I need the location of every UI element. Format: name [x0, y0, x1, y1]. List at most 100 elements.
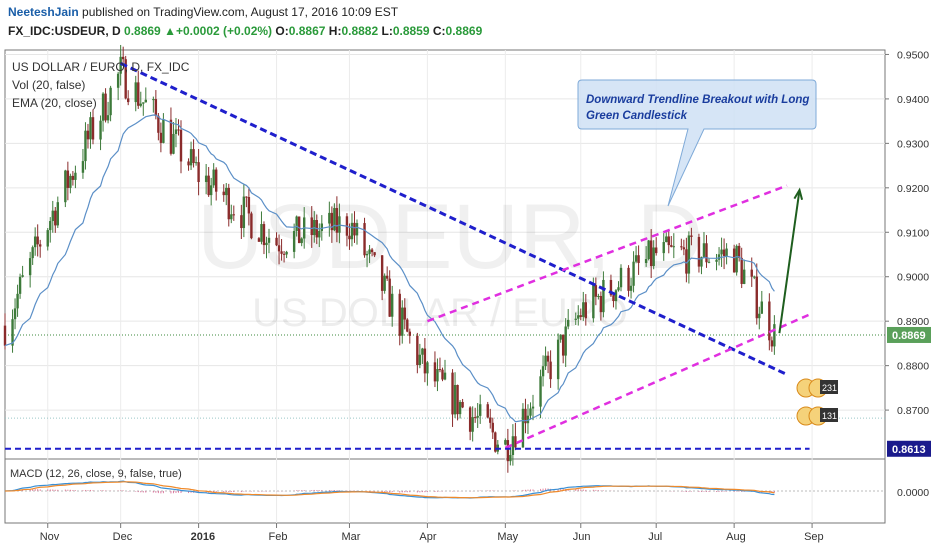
- candle-body: [546, 355, 550, 362]
- candle-body: [644, 259, 648, 264]
- candle-body: [320, 223, 323, 231]
- candle-body: [280, 251, 283, 254]
- event-count-badge: [820, 380, 838, 394]
- time-tick-label: 2016: [191, 531, 215, 543]
- candle-body: [370, 249, 374, 253]
- time-tick-label: Feb: [269, 531, 288, 543]
- candle-body: [177, 129, 180, 131]
- candle-body: [468, 407, 472, 432]
- price-tick-label: 0.9000: [897, 272, 929, 284]
- candle-body: [758, 313, 761, 319]
- candle-body: [368, 249, 371, 254]
- candle-body: [559, 334, 562, 340]
- annotation-callout[interactable]: Downward Trendline Breakout with Long Gr…: [577, 79, 817, 207]
- candle-body: [740, 257, 743, 284]
- candle-body: [514, 436, 517, 448]
- candle-body: [602, 279, 605, 313]
- candle-body: [609, 279, 613, 296]
- candle-body: [225, 187, 228, 196]
- candle-body: [629, 285, 633, 291]
- candle-body: [380, 255, 384, 291]
- macd-pane: [4, 480, 885, 499]
- candle-body: [486, 404, 489, 418]
- candle-body: [46, 230, 49, 247]
- price-tick-label: 0.9300: [897, 138, 929, 150]
- candle-body: [104, 93, 107, 121]
- candle-body: [416, 335, 419, 365]
- candle-body: [162, 119, 165, 143]
- candle-body: [56, 202, 59, 226]
- candle-body: [265, 242, 268, 246]
- candle-body: [473, 417, 477, 419]
- candle-body: [119, 56, 122, 74]
- candle-body: [209, 185, 213, 196]
- candle-body: [179, 129, 183, 162]
- candle-body: [204, 175, 208, 183]
- candle-body: [433, 362, 437, 382]
- candles: [3, 44, 776, 473]
- candle-body: [652, 247, 655, 267]
- time-axis[interactable]: Nov Dec 2016 Feb Mar Apr May Jun Jul Aug Sep: [40, 523, 824, 543]
- candle-body: [139, 103, 142, 106]
- candle-body: [491, 422, 494, 433]
- publish-info: published on TradingView.com, August 17,…: [82, 5, 399, 19]
- candle-body: [737, 245, 741, 258]
- time-tick-label: Mar: [341, 531, 360, 543]
- time-tick-label: Jun: [573, 531, 591, 543]
- candle-body: [310, 217, 313, 236]
- candle-body: [403, 307, 406, 320]
- candle-body: [11, 319, 14, 346]
- candle-body: [222, 191, 225, 196]
- time-tick-label: May: [497, 531, 518, 543]
- candle-body: [549, 361, 552, 380]
- event-flags[interactable]: 231 131: [796, 378, 838, 426]
- candle-body: [690, 235, 693, 237]
- author-link[interactable]: NeeteshJain: [8, 5, 79, 19]
- candle-body: [36, 236, 39, 245]
- candle-body: [509, 454, 512, 462]
- candle-body: [285, 251, 288, 255]
- candle-body: [702, 243, 706, 258]
- price-axis[interactable]: 0.9500 0.9400 0.9300 0.9200 0.9100 0.9000 0.89…: [885, 49, 931, 457]
- candle-body: [189, 149, 193, 166]
- event-count-badge: [820, 408, 838, 422]
- candle-body: [383, 275, 386, 291]
- candle-body: [647, 240, 650, 260]
- candle-body: [715, 259, 718, 262]
- candle-body: [363, 223, 366, 256]
- candle-body: [408, 331, 411, 336]
- candle-body: [612, 295, 615, 302]
- candle-body: [39, 244, 42, 247]
- candle-body: [443, 372, 447, 380]
- candle-body: [705, 243, 708, 263]
- candle-body: [561, 334, 565, 356]
- candle-body: [172, 133, 175, 154]
- trendline-downtrend: [120, 61, 788, 376]
- candle-body: [406, 319, 409, 332]
- candle-body: [662, 242, 665, 254]
- candle-body: [295, 216, 298, 232]
- candle-body: [49, 221, 52, 231]
- price-tick-label: 0.9100: [897, 227, 929, 239]
- candle-body: [451, 372, 454, 415]
- price-tick-label: 0.8800: [897, 361, 929, 373]
- candle-body: [232, 214, 235, 216]
- target-arrow: [778, 189, 801, 334]
- candle-body: [91, 117, 95, 140]
- candle-body: [755, 276, 758, 319]
- symbol-name: FX_IDC:USDEUR, D: [8, 24, 121, 38]
- time-tick-label: Sep: [804, 531, 824, 543]
- candle-body: [594, 285, 598, 297]
- candle-body: [617, 287, 620, 291]
- candle-body: [215, 169, 218, 192]
- candle-body: [187, 161, 190, 166]
- candle-body: [423, 348, 427, 374]
- candle-body: [732, 248, 736, 273]
- last-price: 0.8869: [124, 24, 161, 38]
- candle-body: [720, 249, 723, 255]
- trendline-channel-upper: [426, 184, 788, 323]
- candle-body: [328, 212, 331, 224]
- time-tick-label: Jul: [648, 531, 662, 543]
- candle-body: [426, 362, 429, 374]
